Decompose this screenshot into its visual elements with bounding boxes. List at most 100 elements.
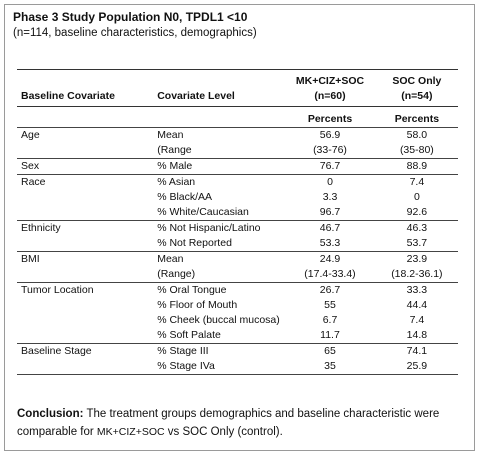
covariate-cell: Race [17, 174, 158, 190]
conclusion-arm1: MK+CIZ+SOC [96, 426, 165, 438]
arm1-value-cell: 96.7 [319, 206, 341, 218]
level-cell: % Asian [157, 174, 285, 190]
table-row: Sex% Male 76.7 88.9 [17, 158, 458, 175]
subheader-arm2-percents: Percents [394, 113, 440, 125]
covariate-cell [17, 328, 157, 344]
arm2-value-cell: 7.4 [375, 174, 458, 190]
arm2-value-cell: 23.9 [375, 251, 458, 267]
level-cell: % Not Hispanic/Latino [157, 220, 285, 236]
header-arm1-name: MK+CIZ+SOC [295, 75, 365, 87]
arm2-value-cell: 25.9 [375, 359, 458, 375]
arm1-value-cell: 56.9 [284, 127, 376, 143]
level-cell: % Floor of Mouth [157, 299, 238, 311]
header-arm1: MK+CIZ+SOC (n=60) [284, 69, 376, 107]
level-cell: (Range) [157, 268, 196, 280]
arm2-value-cell: 14.8 [406, 329, 428, 341]
arm1-value-cell: 11.7 [320, 329, 340, 341]
percents-subheader-row: Percents Percents [17, 107, 458, 128]
table-body: Percents Percents Age Mean 56.9 58.0 (Range(… [17, 107, 458, 375]
level-cell: Mean [157, 251, 285, 267]
covariate-cell [17, 190, 157, 205]
covariate-cell: Baseline Stage [17, 343, 158, 359]
level-cell: % Cheek (buccal mucosa) [157, 314, 280, 326]
header-arm2-name: SOC Only [392, 75, 442, 87]
covariate-cell [17, 298, 157, 313]
table-row: BMI Mean 24.9 23.9 [17, 251, 458, 267]
arm2-value-cell: 44.4 [406, 299, 428, 311]
document-frame [4, 4, 475, 451]
covariate-cell: Sex [17, 158, 158, 175]
table-row: Tumor Location% Oral Tongue 26.7 33.3 [17, 282, 458, 298]
covariate-cell [17, 143, 157, 159]
document-title: Phase 3 Study Population N0, TPDL1 <10 [13, 10, 248, 24]
level-cell: Mean [157, 127, 285, 143]
arm1-value-cell: 46.7 [284, 220, 376, 236]
arm2-value-cell: 74.1 [375, 343, 458, 359]
table-row: (Range (33-76) (35-80) [17, 143, 458, 159]
arm2-value-cell: 92.6 [406, 206, 428, 218]
subheader-arm1-percents: Percents [307, 113, 353, 125]
table-header-row: Baseline Covariate Covariate Level MK+CI… [17, 69, 458, 107]
document-subtitle: (n=114, baseline characteristics, demogr… [13, 27, 257, 39]
arm1-value-cell: 24.9 [284, 251, 376, 267]
conclusion-label: Conclusion: [17, 408, 84, 420]
covariate-cell: Age [17, 127, 158, 143]
arm2-value-cell: 7.4 [409, 314, 425, 326]
arm2-value-cell: 58.0 [375, 127, 458, 143]
table-row: % Soft Palate 11.7 14.8 [17, 328, 458, 344]
table-row: % Not Reported 53.3 53.7 [17, 236, 458, 252]
table-row: % Cheek (buccal mucosa) 6.7 7.4 [17, 313, 458, 328]
arm1-value-cell: 0 [284, 174, 376, 190]
covariate-cell [17, 267, 157, 283]
arm1-value-cell: 55 [324, 299, 336, 311]
arm1-value-cell: (33-76) [313, 144, 347, 156]
covariate-cell: BMI [17, 251, 158, 267]
covariate-cell [17, 205, 157, 221]
header-arm2: SOC Only (n=54) [375, 69, 458, 107]
arm2-value-cell: 46.3 [375, 220, 458, 236]
covariate-cell [17, 359, 158, 375]
covariate-cell: Ethnicity [17, 220, 158, 236]
conclusion-text-1: The treatment groups demographics and ba… [17, 408, 440, 438]
level-cell: % Stage III [157, 343, 285, 359]
table-row: Race% Asian 0 7.4 [17, 174, 458, 190]
table-row: % Stage IVa 35 25.9 [17, 359, 458, 375]
conclusion-text-2: vs SOC Only (control). [164, 426, 283, 438]
arm2-value-cell: 53.7 [406, 237, 428, 249]
arm2-value-cell: 33.3 [375, 282, 458, 298]
header-covariate-level: Covariate Level [157, 69, 285, 107]
table-row: % White/Caucasian 96.7 92.6 [17, 205, 458, 221]
baseline-characteristics-table: Baseline Covariate Covariate Level MK+CI… [17, 69, 458, 375]
covariate-cell: Tumor Location [17, 282, 158, 298]
header-baseline-covariate: Baseline Covariate [17, 69, 158, 107]
arm1-value-cell: 26.7 [284, 282, 376, 298]
header-arm1-n: (n=60) [314, 90, 346, 102]
level-cell: % Not Reported [157, 237, 232, 249]
conclusion-paragraph: Conclusion: The treatment groups demogra… [17, 405, 467, 441]
arm2-value-cell: (35-80) [399, 144, 434, 156]
arm1-value-cell: 76.7 [284, 158, 376, 175]
table-row: Ethnicity% Not Hispanic/Latino 46.7 46.3 [17, 220, 458, 236]
level-cell: % White/Caucasian [157, 206, 249, 218]
table-row: % Black/AA 3.3 0 [17, 190, 458, 205]
level-cell: % Soft Palate [157, 329, 221, 341]
table-row: Age Mean 56.9 58.0 [17, 127, 458, 143]
arm1-value-cell: 53.3 [319, 237, 341, 249]
header-arm2-n: (n=54) [401, 90, 433, 102]
level-cell: % Stage IVa [157, 359, 285, 375]
arm2-value-cell: 0 [413, 191, 420, 203]
level-cell: % Oral Tongue [157, 282, 285, 298]
level-cell: % Black/AA [157, 191, 213, 203]
level-cell: % Male [157, 158, 285, 175]
level-cell: (Range [157, 144, 192, 156]
arm1-value-cell: 3.3 [322, 191, 338, 203]
arm2-value-cell: 88.9 [375, 158, 458, 175]
arm1-value-cell: 35 [284, 359, 376, 375]
arm2-value-cell: (18.2-36.1) [391, 268, 443, 280]
covariate-cell [17, 236, 157, 252]
table-row: Baseline Stage% Stage III 65 74.1 [17, 343, 458, 359]
table-row: % Floor of Mouth 55 44.4 [17, 298, 458, 313]
covariate-cell [17, 313, 157, 328]
arm1-value-cell: (17.4-33.4) [304, 268, 356, 280]
arm1-value-cell: 65 [284, 343, 376, 359]
